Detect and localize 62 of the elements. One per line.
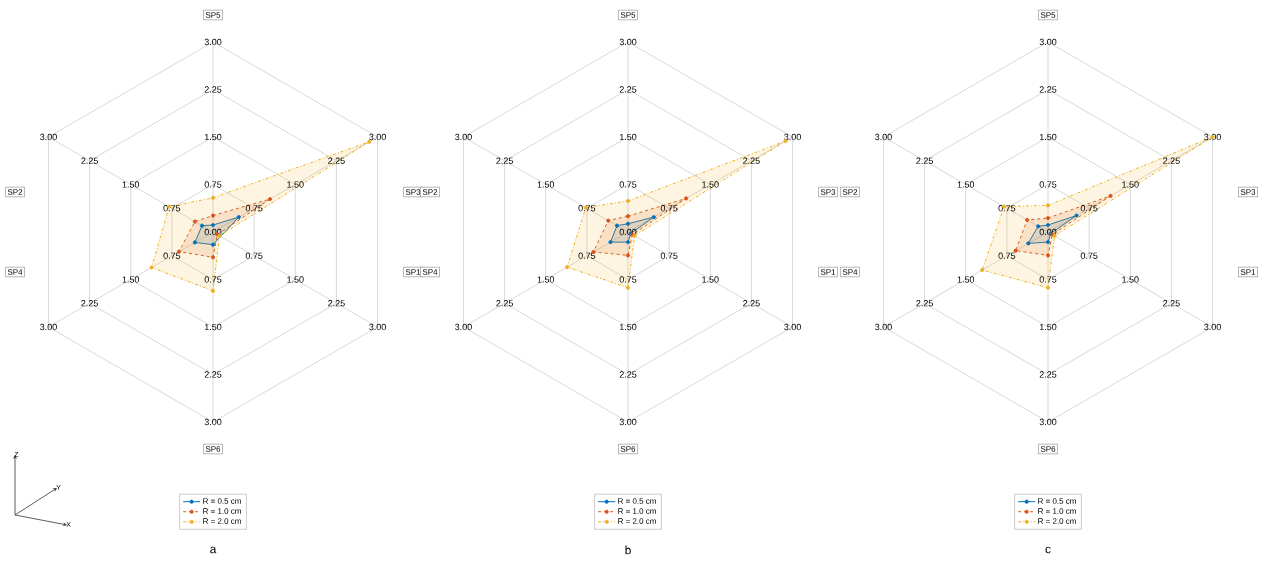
y-tick-label: 2.25: [1039, 86, 1057, 93]
text: 1.50: [287, 276, 304, 283]
text: 2.25: [496, 157, 513, 164]
text: 2.25: [916, 157, 933, 164]
y-tick-label: 0.75: [1039, 181, 1057, 188]
text: 2.25: [328, 300, 345, 307]
text: 1.50: [702, 276, 719, 283]
text: 3.00: [875, 133, 892, 141]
y-tick-label: 2.25: [204, 86, 222, 93]
text: 3.00: [784, 323, 801, 331]
text: 2.25: [1163, 157, 1180, 164]
text: 1.50: [122, 276, 140, 283]
text: 3.00: [369, 323, 386, 331]
text: 0.75: [245, 252, 263, 259]
text: 3.00: [455, 133, 472, 141]
y-tick-label: 1.50: [619, 133, 637, 141]
y-tick-label: 1.50: [1039, 133, 1057, 141]
y-tick-label: 3.00: [1039, 38, 1057, 46]
text: 1.50: [537, 181, 555, 188]
text: 1.50: [122, 181, 140, 188]
y-tick-label: 1.50: [204, 133, 222, 141]
y-tick-label: 0.75: [619, 181, 637, 188]
text: 0.75: [998, 252, 1016, 259]
text: 3.00: [1204, 323, 1221, 331]
text: 0.75: [1080, 205, 1098, 212]
text: 0.75: [163, 252, 181, 259]
text: 0.75: [578, 252, 596, 259]
text: 2.25: [81, 300, 98, 307]
text: 3.00: [369, 133, 386, 141]
text: 1.50: [1122, 276, 1139, 283]
text: 3.00: [455, 323, 472, 331]
y-tick-label: 3.00: [204, 38, 222, 46]
text: 2.25: [743, 157, 760, 164]
text: 1.50: [537, 276, 555, 283]
text: 1.50: [287, 181, 304, 188]
text: 1.50: [1122, 181, 1139, 188]
text: 2.25: [1163, 300, 1180, 307]
y-tick-label: 2.25: [619, 86, 637, 93]
text: a: [210, 546, 217, 554]
text: 2.25: [81, 157, 98, 164]
text: 3.00: [784, 133, 801, 141]
text: 2.25: [328, 157, 345, 164]
text: 2.25: [916, 300, 933, 307]
text: 3.00: [40, 323, 57, 331]
y-tick-label: 0.75: [204, 181, 222, 188]
text: 2.25: [496, 300, 513, 307]
text: 1.50: [957, 276, 975, 283]
text: 0.75: [163, 205, 181, 212]
text: c: [1045, 546, 1051, 554]
text: 3.00: [40, 133, 57, 141]
text: 0.75: [245, 205, 263, 212]
text: 3.00: [875, 323, 892, 331]
text: 1.50: [957, 181, 975, 188]
y-tick-label: 3.00: [619, 38, 637, 46]
text: 0.75: [1080, 252, 1098, 259]
y-tick-label: 0.00: [204, 228, 222, 236]
text: 2.25: [743, 300, 760, 307]
text: 1.50: [702, 181, 719, 188]
text: 0.75: [660, 252, 678, 259]
text: b: [625, 545, 631, 555]
text: 0.75: [660, 205, 678, 212]
text: 0.75: [998, 205, 1016, 212]
